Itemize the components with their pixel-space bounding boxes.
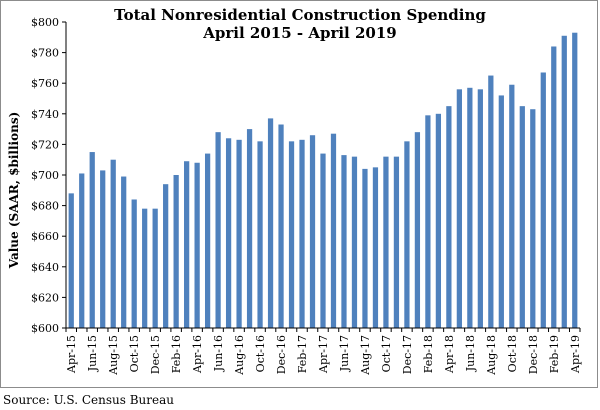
x-tick-label: Dec-18 (527, 335, 540, 374)
bar-Aug-16 (236, 139, 242, 328)
x-tick-label: Aug-18 (485, 335, 498, 376)
bar-May-16 (204, 153, 211, 328)
bar-Jun-17 (341, 155, 347, 328)
y-tick-label: $800 (31, 16, 59, 29)
bar-Mar-19 (561, 35, 567, 329)
x-tick-label: Feb-17 (296, 335, 309, 373)
bar-Apr-18 (446, 106, 452, 329)
x-tick-label: Aug-17 (359, 335, 372, 376)
x-tick-label: Apr-19 (569, 335, 582, 374)
x-tick-label: Apr-17 (317, 335, 330, 374)
bar-Mar-17 (309, 135, 316, 328)
bar-Nov-17 (393, 156, 400, 328)
bar-Nov-15 (142, 208, 148, 328)
x-tick-label: Jun-18 (464, 335, 477, 372)
y-tick-label: $660 (31, 230, 59, 243)
bar-Feb-19 (551, 46, 557, 328)
bar-Jul-15 (100, 170, 106, 328)
bar-Jul-16 (225, 138, 232, 328)
x-tick-label: Oct-17 (380, 335, 393, 372)
x-tick-label: Feb-19 (548, 335, 561, 373)
x-tick-label: Jun-17 (338, 335, 351, 372)
bar-May-18 (456, 89, 462, 328)
bar-Jun-16 (215, 132, 221, 328)
x-tick-label: Oct-18 (506, 335, 519, 372)
bar-Sep-17 (372, 167, 379, 328)
bar-Nov-18 (519, 106, 525, 329)
bar-Jan-18 (414, 132, 421, 328)
bar-Aug-15 (110, 159, 116, 328)
bar-Jan-16 (163, 184, 169, 328)
x-tick-label: Jun-15 (86, 335, 99, 372)
bar-Aug-18 (488, 75, 494, 328)
bar-Apr-15 (68, 193, 74, 328)
bar-Jun-15 (89, 152, 95, 328)
bar-Jan-19 (540, 72, 546, 329)
x-tick-label: Oct-16 (254, 335, 267, 372)
bar-Oct-17 (383, 156, 389, 328)
x-tick-label: Dec-15 (149, 335, 162, 374)
bar-Apr-17 (320, 153, 326, 328)
bar-Aug-17 (362, 168, 368, 328)
x-tick-label: Apr-15 (65, 335, 78, 374)
x-tick-label: Apr-18 (443, 335, 456, 374)
x-tick-label: Aug-16 (233, 335, 246, 376)
bar-Oct-18 (509, 84, 515, 328)
x-tick-label: Feb-18 (422, 335, 435, 373)
bar-Dec-16 (278, 124, 284, 328)
bar-Jul-18 (477, 89, 483, 328)
bar-Apr-19 (572, 32, 578, 329)
x-tick-label: Aug-15 (107, 335, 120, 376)
y-tick-label: $760 (31, 77, 59, 90)
bar-chart: Value (SAAR, $billions) $600 $620 $640 $660… (7, 16, 582, 376)
bar-Oct-15 (131, 199, 137, 328)
y-tick-label: $680 (31, 200, 59, 213)
bar-Nov-16 (267, 118, 274, 328)
y-tick-label: $640 (31, 261, 59, 274)
x-tick-label: Oct-15 (128, 335, 141, 372)
source-note: Source: U.S. Census Bureau (3, 393, 174, 407)
x-tick-label: Jun-16 (212, 335, 225, 372)
bar-Feb-16 (173, 175, 179, 328)
bar-Sep-18 (498, 95, 504, 328)
chart-frame (0, 0, 598, 388)
bar-Sep-15 (121, 176, 127, 328)
x-tick-label: Apr-16 (191, 335, 204, 374)
bar-Dec-17 (404, 141, 410, 328)
y-tick-label: $740 (31, 108, 59, 121)
y-tick-label: $780 (31, 47, 59, 60)
y-axis-label: Value (SAAR, $billions) (7, 112, 21, 270)
bar-May-15 (79, 173, 85, 328)
bar-Dec-18 (530, 109, 536, 329)
y-tick-label: $620 (31, 291, 59, 304)
bar-Oct-16 (257, 141, 263, 328)
chart-subtitle: April 2015 - April 2019 (203, 24, 397, 42)
bar-Jul-17 (351, 156, 358, 328)
chart-title: Total Nonresidential Construction Spendi… (114, 6, 486, 24)
y-tick-label: $600 (31, 322, 59, 335)
bar-Dec-15 (152, 208, 158, 328)
bar-Apr-16 (194, 162, 200, 328)
y-tick-label: $700 (31, 169, 59, 182)
bar-Sep-16 (246, 129, 253, 328)
bar-Mar-16 (184, 161, 190, 328)
x-tick-label: Dec-16 (275, 335, 288, 374)
bar-Feb-18 (425, 115, 431, 328)
bar-Jun-18 (467, 87, 473, 328)
bar-Feb-17 (299, 139, 305, 328)
x-tick-label: Dec-17 (401, 335, 414, 374)
bar-Mar-18 (435, 113, 442, 328)
y-tick-label: $720 (31, 138, 59, 151)
bar-Jan-17 (288, 141, 295, 328)
x-tick-label: Feb-16 (170, 335, 183, 373)
bar-May-17 (330, 133, 337, 328)
